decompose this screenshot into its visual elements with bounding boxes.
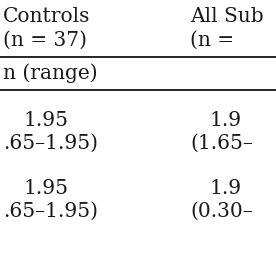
Text: (0.30–: (0.30– — [190, 201, 253, 221]
Text: .65–1.95): .65–1.95) — [3, 134, 98, 153]
Text: n (range): n (range) — [3, 63, 98, 83]
Text: All Sub: All Sub — [190, 7, 264, 26]
Text: 1.9: 1.9 — [210, 110, 242, 129]
Text: (n =: (n = — [190, 31, 240, 49]
Text: 1.95: 1.95 — [23, 179, 68, 198]
Text: (n = 37): (n = 37) — [3, 31, 87, 49]
Text: 1.95: 1.95 — [23, 110, 68, 129]
Text: Controls: Controls — [3, 7, 90, 26]
Text: 1.9: 1.9 — [210, 179, 242, 198]
Text: .65–1.95): .65–1.95) — [3, 201, 98, 221]
Text: (1.65–: (1.65– — [190, 134, 253, 153]
